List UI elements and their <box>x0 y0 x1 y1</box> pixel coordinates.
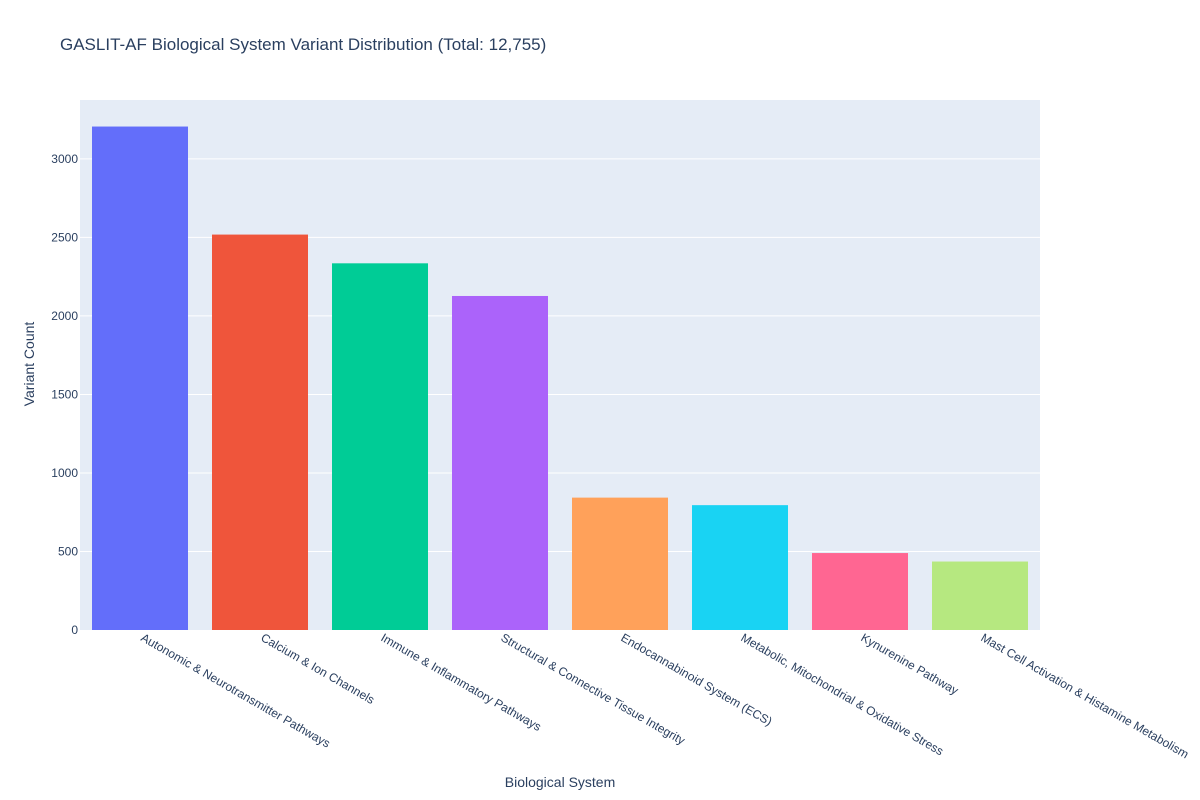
x-tick-label: Calcium & Ion Channels <box>259 630 377 706</box>
bar[interactable] <box>212 234 308 630</box>
y-tick-label: 1500 <box>51 387 78 401</box>
y-tick-label: 2500 <box>51 230 78 244</box>
bar[interactable] <box>92 126 188 631</box>
x-axis-title: Biological System <box>505 774 616 790</box>
bar[interactable] <box>812 553 908 630</box>
y-tick-label: 3000 <box>51 152 78 166</box>
y-tick-label: 0 <box>71 623 78 637</box>
y-tick-label: 500 <box>58 544 78 558</box>
y-axis-ticks: 0 500 1000 1500 2000 2500 3000 <box>51 152 78 637</box>
bar[interactable] <box>572 497 668 630</box>
x-tick-label: Structural & Connective Tissue Integrity <box>499 630 688 747</box>
x-tick-label: Mast Cell Activation & Histamine Metabol… <box>979 630 1192 761</box>
y-tick-label: 1000 <box>51 466 78 480</box>
bar[interactable] <box>332 263 428 630</box>
y-axis-title: Variant Count <box>21 322 37 407</box>
x-axis-ticks: Autonomic & Neurotransmitter PathwaysCal… <box>139 630 1192 761</box>
y-tick-label: 2000 <box>51 309 78 323</box>
chart-title: GASLIT-AF Biological System Variant Dist… <box>60 35 546 54</box>
x-tick-label: Kynurenine Pathway <box>859 630 961 697</box>
bar[interactable] <box>932 561 1028 630</box>
x-tick-label: Metabolic, Mitochondrial & Oxidative Str… <box>739 630 946 758</box>
bar[interactable] <box>692 505 788 630</box>
bar[interactable] <box>452 295 548 630</box>
x-tick-label: Autonomic & Neurotransmitter Pathways <box>139 630 333 750</box>
bars <box>92 126 1028 631</box>
